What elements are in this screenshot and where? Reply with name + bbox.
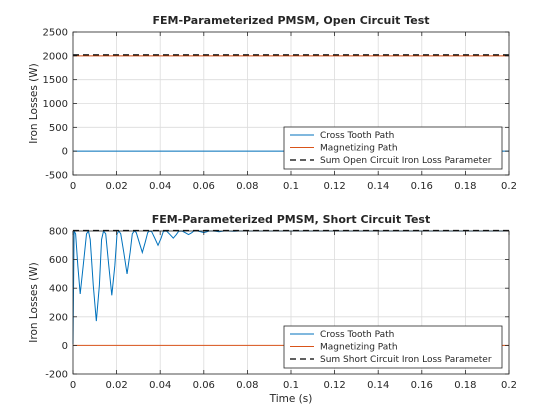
y-axis-label: Iron Losses (W) bbox=[28, 262, 40, 342]
legend: Cross Tooth Path Magnetizing Path Sum Open… bbox=[283, 126, 503, 170]
y-tick-label: -500 bbox=[45, 171, 68, 182]
chart-title: FEM-Parameterized PMSM, Short Circuit Te… bbox=[152, 213, 430, 226]
x-tick-label: 0 bbox=[70, 380, 76, 391]
y-tick-label: 400 bbox=[49, 284, 68, 295]
x-tick-label: 0.14 bbox=[367, 181, 389, 192]
y-tick-label: 200 bbox=[49, 312, 68, 323]
legend-label-3: Sum Open Circuit Iron Loss Parameter bbox=[320, 156, 492, 166]
x-tick-label: 0.16 bbox=[411, 181, 433, 192]
legend-label-2: Magnetizing Path bbox=[320, 343, 398, 353]
y-tick-label: 800 bbox=[49, 227, 68, 238]
x-tick-label: 0.02 bbox=[105, 380, 127, 391]
y-tick-label: 500 bbox=[49, 123, 68, 134]
legend-label-1: Cross Tooth Path bbox=[320, 330, 394, 340]
x-tick-label: 0.02 bbox=[105, 181, 127, 192]
y-tick-label: 1500 bbox=[43, 75, 68, 86]
x-tick-label: 0.18 bbox=[454, 380, 476, 391]
x-tick-label: 0.14 bbox=[367, 380, 389, 391]
y-tick-label: -200 bbox=[45, 370, 68, 381]
legend-label-3: Sum Short Circuit Iron Loss Parameter bbox=[320, 355, 492, 365]
legend: Cross Tooth Path Magnetizing Path Sum Shor… bbox=[283, 325, 503, 369]
short-circuit-plot: 0 0.02 0.04 0.06 0.08 0.1 0.12 0.14 0.16 0.18 0.2 -… bbox=[28, 213, 517, 405]
y-tick-label: 1000 bbox=[43, 99, 68, 110]
y-tick-label: 2000 bbox=[43, 51, 68, 62]
y-tick-label: 0 bbox=[62, 147, 68, 158]
x-axis-label: Time (s) bbox=[269, 393, 313, 405]
y-axis-label: Iron Losses (W) bbox=[28, 63, 40, 143]
x-tick-label: 0.12 bbox=[323, 181, 345, 192]
open-circuit-plot: 0 0.02 0.04 0.06 0.08 0.1 0.12 0.14 0.16 0.18 0.2 -… bbox=[28, 14, 517, 192]
x-tick-label: 0.04 bbox=[149, 181, 171, 192]
x-tick-label: 0.08 bbox=[236, 380, 258, 391]
x-tick-label: 0.08 bbox=[236, 181, 258, 192]
x-tick-label: 0.06 bbox=[193, 181, 215, 192]
x-tick-label: 0.06 bbox=[193, 380, 215, 391]
x-tick-label: 0.2 bbox=[501, 181, 517, 192]
y-tick-label: 600 bbox=[49, 255, 68, 266]
x-tick-label: 0.04 bbox=[149, 380, 171, 391]
legend-box bbox=[283, 325, 503, 369]
x-tick-label: 0 bbox=[70, 181, 76, 192]
y-tick-label: 2500 bbox=[43, 28, 68, 39]
chart-title: FEM-Parameterized PMSM, Open Circuit Tes… bbox=[153, 14, 430, 27]
legend-label-1: Cross Tooth Path bbox=[320, 131, 394, 141]
x-tick-label: 0.16 bbox=[411, 380, 433, 391]
legend-label-2: Magnetizing Path bbox=[320, 144, 398, 154]
legend-box bbox=[283, 126, 503, 170]
x-tick-label: 0.2 bbox=[501, 380, 517, 391]
x-tick-label: 0.1 bbox=[283, 181, 299, 192]
x-tick-label: 0.12 bbox=[323, 380, 345, 391]
x-tick-label: 0.18 bbox=[454, 181, 476, 192]
y-tick-label: 0 bbox=[62, 341, 68, 352]
x-tick-label: 0.1 bbox=[283, 380, 299, 391]
